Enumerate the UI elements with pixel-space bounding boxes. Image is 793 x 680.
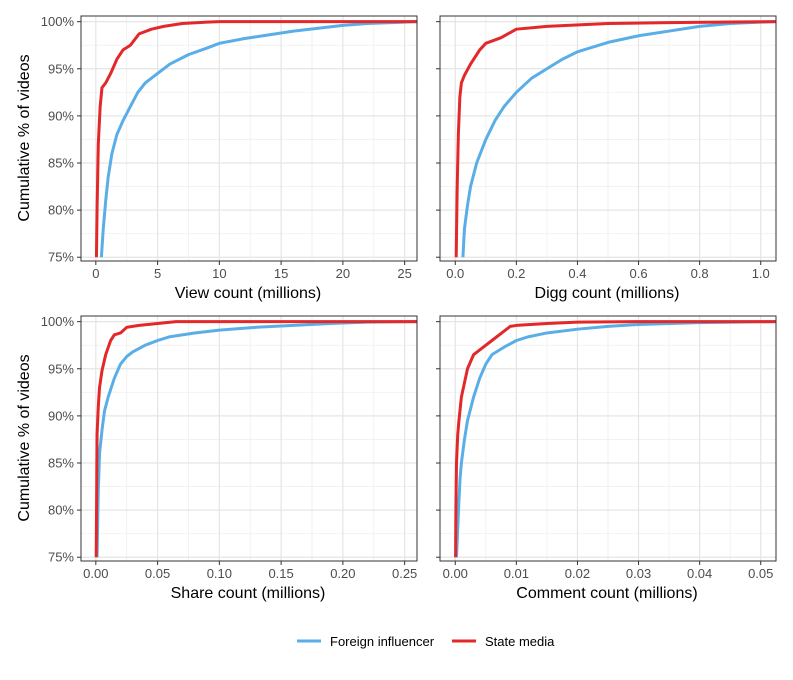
y-tick-label: 95% <box>48 361 74 376</box>
x-tick-label-comment: 0.03 <box>626 566 651 581</box>
panel-border <box>439 315 777 562</box>
legend-label-foreign-influencer: Foreign influencer <box>330 634 435 649</box>
panel-border <box>439 15 777 262</box>
panel-border <box>80 315 418 562</box>
y-tick-label: 100% <box>41 314 75 329</box>
x-tick-label-share: 0.10 <box>207 566 232 581</box>
x-tick-label-share: 0.20 <box>330 566 355 581</box>
plot-background <box>81 316 417 561</box>
x-tick-label-comment: 0.02 <box>565 566 590 581</box>
y-tick-label: 85% <box>48 156 74 171</box>
x-tick-label-digg: 0.4 <box>568 266 586 281</box>
series-line-foreign-influencer <box>454 320 777 558</box>
x-tick-label-comment: 0.05 <box>748 566 773 581</box>
y-tick-label: 90% <box>48 108 74 123</box>
panel-digg-count: 0.0 0.2 0.4 0.6 0.8 1.0 <box>436 15 777 281</box>
x-tick-label-comment: 0.04 <box>687 566 712 581</box>
series-line-state-media <box>454 320 776 558</box>
series-line-state-media <box>94 320 417 558</box>
x-tick-label-view: 20 <box>336 266 350 281</box>
x-tick-label-digg: 0.2 <box>507 266 525 281</box>
x-axis-title-digg: Digg count (millions) <box>535 285 680 302</box>
x-axis-title-share: Share count (millions) <box>171 585 326 602</box>
series-line-foreign-influencer <box>99 20 418 258</box>
y-tick-label: 75% <box>48 550 74 565</box>
panel-border <box>80 15 418 262</box>
y-tick-label: 100% <box>41 14 75 29</box>
x-tick-label-view: 0 <box>92 266 99 281</box>
y-axis-title-bottom: Cumulative % of videos <box>16 354 33 521</box>
panel-view-count: 0 5 10 15 20 25 75% 80% 85% 90% 95% 100% <box>41 14 418 281</box>
x-tick-label-comment: 0.00 <box>443 566 468 581</box>
x-tick-label-view: 15 <box>274 266 288 281</box>
y-tick-label: 80% <box>48 203 74 218</box>
series-line-foreign-influencer <box>461 20 777 258</box>
plot-background <box>81 16 417 261</box>
x-tick-label-digg: 0.0 <box>446 266 464 281</box>
x-tick-label-comment: 0.01 <box>504 566 529 581</box>
x-tick-label-digg: 0.6 <box>630 266 648 281</box>
x-tick-label-share: 0.25 <box>392 566 417 581</box>
legend-label-state-media: State media <box>485 634 555 649</box>
x-tick-label-share: 0.05 <box>145 566 170 581</box>
y-tick-label: 95% <box>48 61 74 76</box>
series-line-state-media <box>94 20 417 258</box>
y-tick-label: 85% <box>48 456 74 471</box>
y-axis-title-top: Cumulative % of videos <box>16 54 33 221</box>
y-tick-label: 80% <box>48 503 74 518</box>
y-tick-label: 90% <box>48 408 74 423</box>
panel-share-count: 0.00 0.05 0.10 0.15 0.20 0.25 75% 80% 85% 90% 95% 1… <box>41 314 418 581</box>
x-axis-title-comment: Comment count (millions) <box>516 585 697 602</box>
x-tick-label-digg: 1.0 <box>752 266 770 281</box>
x-tick-label-view: 5 <box>154 266 161 281</box>
legend: Foreign influencer State media <box>297 634 555 649</box>
series-line-state-media <box>454 20 777 258</box>
x-tick-label-view: 10 <box>212 266 226 281</box>
series-line-foreign-influencer <box>95 320 418 558</box>
x-tick-label-view: 25 <box>397 266 411 281</box>
x-axis-title-view: View count (millions) <box>175 285 321 302</box>
x-tick-label-share: 0.00 <box>83 566 108 581</box>
panel-comment-count: 0.00 0.01 0.02 0.03 0.04 0.05 <box>436 315 777 581</box>
x-tick-label-digg: 0.8 <box>691 266 709 281</box>
x-tick-label-share: 0.15 <box>268 566 293 581</box>
y-tick-label: 75% <box>48 250 74 265</box>
